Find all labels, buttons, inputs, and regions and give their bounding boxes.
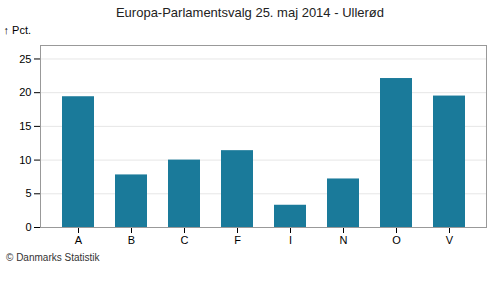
svg-text:B: B <box>128 234 135 246</box>
svg-text:C: C <box>181 234 189 246</box>
svg-text:5: 5 <box>25 187 31 199</box>
svg-text:F: F <box>234 234 241 246</box>
html-text:Europa-Parlamentsvalg 25. maj: Europa-Parlamentsvalg 25. maj 2014 - Ull… <box>116 5 384 20</box>
html-text:© Danmarks Statistik: © Danmarks Statistik <box>6 252 100 263</box>
svg-text:V: V <box>446 234 454 246</box>
svg-text:O: O <box>392 234 401 246</box>
svg-text:A: A <box>75 234 83 246</box>
svg-text:N: N <box>340 234 348 246</box>
svg-text:15: 15 <box>19 120 31 132</box>
svg-text:25: 25 <box>19 53 31 65</box>
svg-text:0: 0 <box>25 221 31 233</box>
svg-text:↑ Pct.: ↑ Pct. <box>4 24 32 36</box>
svg-text:I: I <box>289 234 292 246</box>
svg-text:20: 20 <box>19 86 31 98</box>
svg-text:10: 10 <box>19 154 31 166</box>
